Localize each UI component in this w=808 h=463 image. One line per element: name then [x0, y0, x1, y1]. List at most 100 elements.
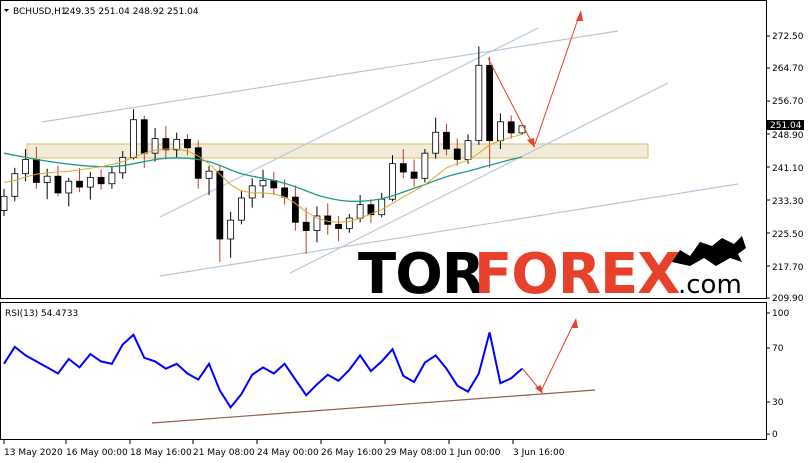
price-tick-label: 256.70 [772, 97, 804, 107]
candle-body [32, 159, 40, 183]
rsi-forecast-arrow-down [521, 367, 541, 391]
rsi-trendline[interactable] [151, 389, 596, 424]
candle-body [151, 138, 159, 154]
price-tick-label: 264.70 [772, 64, 804, 74]
candle-body [486, 64, 494, 142]
candle-body [194, 147, 202, 179]
dropdown-triangle-icon[interactable] [4, 9, 9, 12]
candle-body [216, 170, 224, 240]
candle-body [497, 121, 504, 142]
candle-body [335, 223, 342, 229]
candle-body [43, 175, 51, 183]
candle-body [86, 177, 94, 188]
candle-body [345, 217, 353, 229]
price-tick-label: 233.30 [772, 197, 804, 207]
rsi-tick-label: 30 [772, 398, 784, 408]
candle-body [356, 204, 364, 219]
current-price-marker [766, 120, 804, 130]
candle-body [432, 131, 440, 154]
candle-body [227, 219, 235, 240]
candle-body [0, 195, 8, 211]
bull-bear-icon [672, 236, 746, 266]
price-tick-label: 217.70 [772, 263, 804, 273]
torforex-logo: TOR FOREX .com [358, 236, 746, 307]
time-tick-label: 16 May 00:00 [66, 448, 128, 458]
price-tick-label: 248.90 [772, 131, 804, 141]
arrow-head-icon [571, 318, 578, 328]
ma-slow-line [3, 152, 523, 202]
candle-body [205, 170, 213, 179]
support-resistance-zone[interactable] [26, 143, 649, 159]
rsi-panel[interactable] [0, 302, 767, 440]
time-tick-label: 21 May 08:00 [193, 448, 255, 458]
candle-body [410, 171, 418, 179]
channel-upper-line[interactable] [41, 30, 619, 123]
channel-inner-lower-line[interactable] [289, 82, 669, 274]
candle-body [399, 163, 407, 173]
candle-body [65, 180, 73, 194]
rsi-label: RSI(13) 54.4733 [5, 309, 78, 319]
price-tick-label: 272.50 [772, 32, 804, 42]
rsi-tick-label: 100 [772, 309, 789, 319]
rsi-axis: 100 70 30 0 [766, 309, 789, 440]
candle-body [443, 131, 450, 150]
rsi-line [3, 332, 523, 410]
price-axis: 272.50 264.70 256.70 248.90 241.10 233.3… [766, 32, 804, 304]
arrow-head-icon [576, 10, 583, 21]
time-tick-label: 18 May 16:00 [130, 448, 192, 458]
candle-body [11, 173, 19, 197]
candle-body [22, 159, 29, 175]
candle-body [108, 172, 116, 185]
candle-body [313, 215, 321, 232]
channel-lower-line[interactable] [159, 183, 739, 277]
candle-body [324, 215, 332, 225]
ohlc-readout: 249.35 251.04 248.92 251.04 [64, 7, 199, 17]
rsi-tick-label: 70 [772, 344, 784, 354]
candle-body [140, 119, 148, 154]
candle-body [130, 119, 137, 158]
rsi-forecast-arrows [521, 318, 578, 394]
candle-body [184, 138, 191, 149]
time-axis: 13 May 2020 16 May 00:00 18 May 16:00 21… [3, 440, 565, 458]
candle-body [259, 179, 267, 187]
forecast-arrow-down [487, 57, 533, 144]
price-forecast-arrows [487, 10, 583, 148]
time-tick-label: 13 May 2020 [4, 448, 63, 458]
rsi-tick-label: 0 [772, 430, 778, 440]
candle-body [507, 121, 515, 134]
time-tick-label: 24 May 00:00 [257, 448, 319, 458]
current-price-label: 251.04 [770, 121, 802, 131]
price-tick-label: 209.90 [772, 294, 804, 304]
logo-com-text: .com [678, 270, 742, 300]
candle-body [291, 196, 299, 223]
candle-body [162, 138, 170, 151]
time-tick-label: 1 Jun 00:00 [449, 448, 501, 458]
price-tick-label: 225.50 [772, 230, 804, 240]
candle-body [97, 177, 105, 185]
candle-body [464, 140, 472, 160]
time-tick-label: 3 Jun 16:00 [513, 448, 565, 458]
logo-forex-text: FOREX [474, 242, 680, 307]
ma-fast-line [3, 133, 523, 223]
time-tick-label: 29 May 08:00 [385, 448, 447, 458]
candle-body [367, 204, 375, 216]
candlestick-series [0, 46, 526, 263]
candle-body [281, 187, 288, 198]
price-tick-label: 241.10 [772, 164, 804, 174]
time-tick-label: 26 May 16:00 [321, 448, 383, 458]
candle-body [302, 221, 310, 232]
candle-body [378, 198, 386, 216]
candle-body [248, 185, 256, 199]
candle-body [421, 152, 429, 179]
arrow-head-icon [535, 385, 543, 394]
candle-body [54, 175, 62, 194]
candle-body [76, 180, 83, 188]
candle-body [475, 64, 483, 142]
arrow-head-icon [527, 138, 535, 148]
rsi-forecast-arrow-up [540, 322, 575, 392]
candle-body [173, 138, 181, 151]
candle-body [389, 163, 396, 200]
candle-body [238, 197, 245, 221]
